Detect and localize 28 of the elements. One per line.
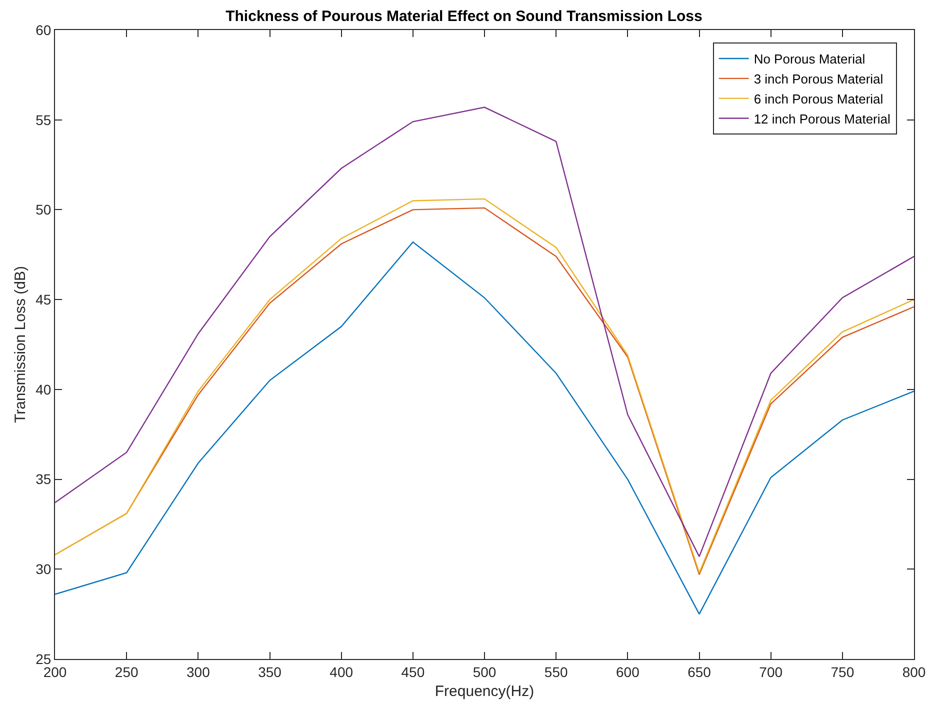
x-tick-label: 450 xyxy=(401,664,425,680)
y-tick-label: 55 xyxy=(36,112,52,128)
chart-title: Thickness of Pourous Material Effect on Sound Transmission Loss xyxy=(226,8,702,26)
y-tick-label: 30 xyxy=(36,561,52,578)
line-series xyxy=(55,241,914,615)
y-tick-label: 35 xyxy=(36,471,52,488)
y-tick-label: 50 xyxy=(36,202,52,218)
legend-label: 6 inch Porous Material xyxy=(754,91,884,106)
x-tick-label: 700 xyxy=(759,664,783,680)
x-tick-label: 350 xyxy=(258,664,282,680)
y-tick-label: 45 xyxy=(36,291,52,308)
y-tick-label: 60 xyxy=(36,22,52,38)
line-series xyxy=(55,106,914,558)
x-axis-title: Frequency(Hz) xyxy=(434,682,534,700)
y-tick-label: 40 xyxy=(36,381,52,398)
x-tick-label: 300 xyxy=(186,664,210,680)
x-tick-label: 750 xyxy=(830,664,854,680)
legend-label: 3 inch Porous Material xyxy=(754,72,884,86)
x-tick-label: 250 xyxy=(114,664,138,680)
x-tick-label: 600 xyxy=(616,664,640,680)
x-tick-label: 650 xyxy=(688,664,712,680)
legend-label: No Porous Material xyxy=(754,52,866,67)
x-tick-label: 800 xyxy=(902,664,926,680)
x-tick-label: 500 xyxy=(472,664,496,680)
legend-label: 12 inch Porous Material xyxy=(754,111,890,126)
x-tick-label: 400 xyxy=(330,664,354,680)
x-tick-label: 550 xyxy=(544,664,568,680)
y-axis-title: Transmission Loss (dB) xyxy=(12,266,29,423)
